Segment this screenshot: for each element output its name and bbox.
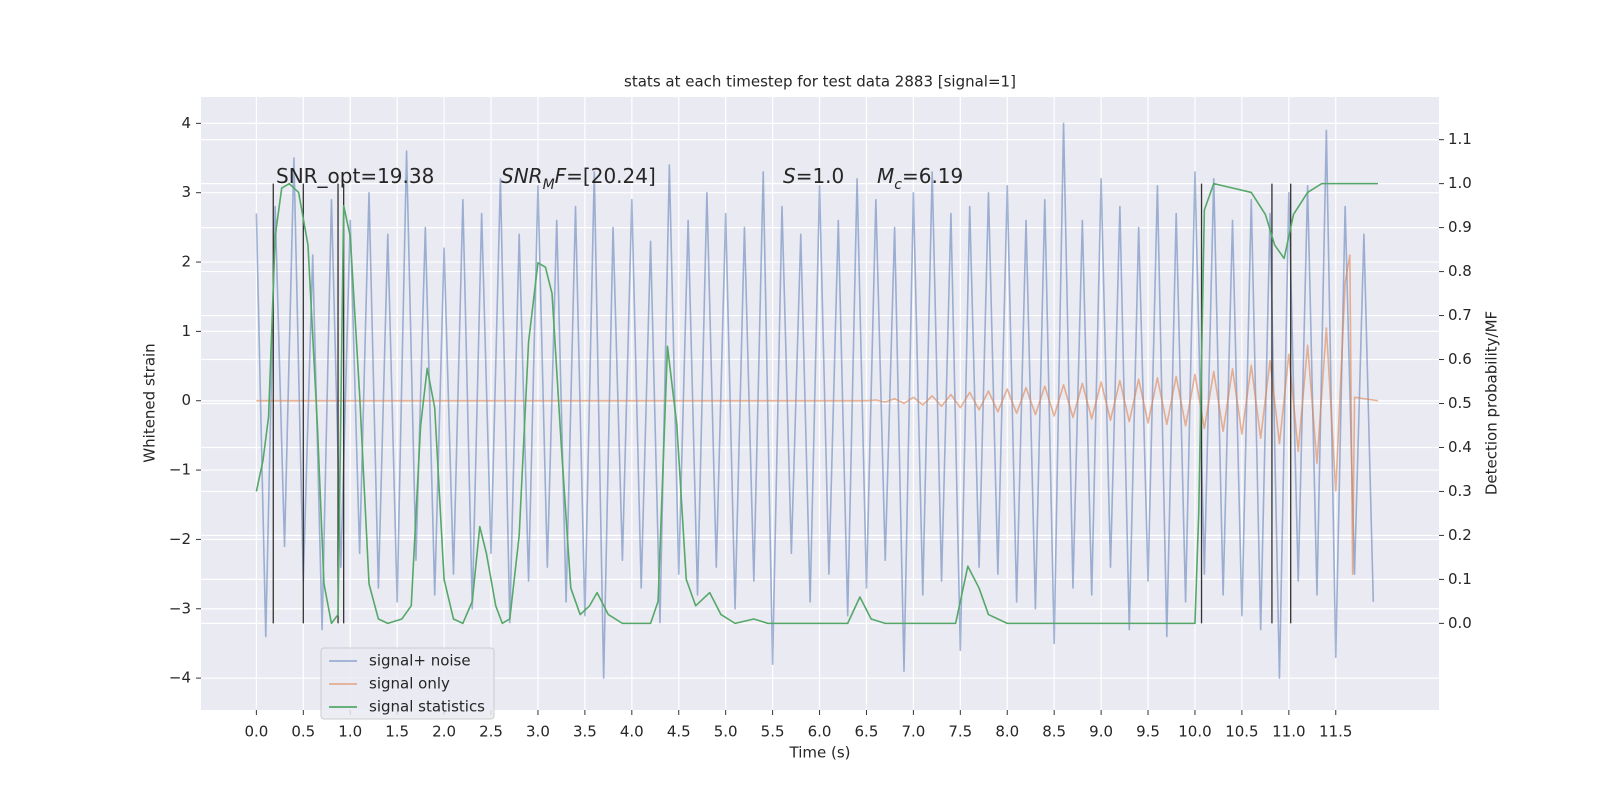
annotation-part: =1.0 bbox=[796, 164, 845, 188]
x-tick-label: 6.5 bbox=[855, 723, 879, 741]
annotation-part: SNR_opt=19.38 bbox=[276, 164, 434, 188]
legend-label: signal statistics bbox=[369, 698, 485, 716]
annotation-part: M bbox=[543, 177, 555, 193]
annotation-part: =6.19 bbox=[902, 164, 963, 188]
y2-tick-label: 1.0 bbox=[1448, 174, 1472, 192]
y2-tick-label: 0.2 bbox=[1448, 526, 1472, 544]
x-tick-label: 3.5 bbox=[573, 723, 597, 741]
annotation: SNR_opt=19.38 bbox=[276, 164, 434, 188]
y2-tick-label: 0.8 bbox=[1448, 262, 1472, 280]
legend-label: signal only bbox=[369, 675, 450, 693]
axes: 0.0 0.5 1.0 1.5 2.0 2.5 3.0 3.5 4.0 4.5 5.0 5.5 6.0 6… bbox=[169, 114, 1472, 741]
annotation-part: M bbox=[877, 164, 894, 188]
x-tick-label: 9.0 bbox=[1089, 723, 1113, 741]
x-tick-label: 11.5 bbox=[1319, 723, 1352, 741]
annotation-part: =[20.24] bbox=[566, 164, 656, 188]
annotation-part: SNR bbox=[501, 164, 543, 188]
x-tick-label: 5.5 bbox=[761, 723, 785, 741]
y2-tick-label: 0.5 bbox=[1448, 394, 1472, 412]
y2-tick-label: 0.6 bbox=[1448, 350, 1472, 368]
y2-tick-label: 1.1 bbox=[1448, 130, 1472, 148]
series-line bbox=[255, 182, 1378, 625]
x-tick-label: 3.0 bbox=[526, 723, 550, 741]
y-tick-label: −4 bbox=[169, 669, 191, 687]
legend-label: signal+ noise bbox=[369, 652, 471, 670]
y-tick-label: 4 bbox=[181, 114, 191, 132]
y2-tick-label: 0.1 bbox=[1448, 570, 1472, 588]
x-tick-label: 1.5 bbox=[385, 723, 409, 741]
y2-tick-label: 0.4 bbox=[1448, 438, 1472, 456]
x-tick-label: 5.0 bbox=[714, 723, 738, 741]
x-tick-label: 8.0 bbox=[995, 723, 1019, 741]
y-tick-label: 1 bbox=[181, 322, 191, 340]
y-tick-label: 3 bbox=[181, 183, 191, 201]
x-tick-label: 0.5 bbox=[291, 723, 315, 741]
annotation-part: c bbox=[894, 177, 902, 193]
x-tick-label: 0.0 bbox=[244, 723, 268, 741]
series-line bbox=[256, 254, 1379, 575]
y2-tick-label: 0.7 bbox=[1448, 306, 1472, 324]
x-axis-label: Time (s) bbox=[789, 744, 851, 762]
x-tick-label: 7.5 bbox=[948, 723, 972, 741]
legend: signal+ noise signal only signal statistic… bbox=[320, 647, 495, 720]
chart-title: stats at each timestep for test data 288… bbox=[624, 73, 1016, 91]
y-tick-label: −2 bbox=[169, 530, 191, 548]
y-tick-label: −1 bbox=[169, 461, 191, 479]
series-line bbox=[255, 122, 1375, 679]
annotation: Mc=6.19 bbox=[877, 164, 963, 194]
x-tick-label: 1.0 bbox=[338, 723, 362, 741]
annotation: S=1.0 bbox=[783, 164, 844, 188]
x-tick-label: 6.0 bbox=[808, 723, 832, 741]
y2-tick-label: 0.9 bbox=[1448, 218, 1472, 236]
x-tick-label: 7.0 bbox=[901, 723, 925, 741]
y2-tick-label: 0.0 bbox=[1448, 614, 1472, 632]
x-tick-label: 9.5 bbox=[1136, 723, 1160, 741]
x-tick-label: 10.5 bbox=[1225, 723, 1258, 741]
y2-tick-label: 0.3 bbox=[1448, 482, 1472, 500]
x-tick-label: 11.0 bbox=[1272, 723, 1305, 741]
x-tick-label: 10.0 bbox=[1178, 723, 1211, 741]
x-tick-label: 8.5 bbox=[1042, 723, 1066, 741]
annotation: SNRMF=[20.24] bbox=[501, 164, 656, 194]
x-tick-label: 2.0 bbox=[432, 723, 456, 741]
annotation-part: F bbox=[555, 164, 567, 188]
legend-box bbox=[320, 647, 495, 720]
y-tick-label: 2 bbox=[181, 253, 191, 271]
marks bbox=[255, 122, 1379, 679]
y-axis-label: Whitened strain bbox=[141, 343, 159, 462]
x-tick-label: 4.5 bbox=[667, 723, 691, 741]
x-tick-label: 4.0 bbox=[620, 723, 644, 741]
annotation-part: S bbox=[783, 164, 796, 188]
y-tick-label: 0 bbox=[181, 391, 191, 409]
y-tick-label: −3 bbox=[169, 599, 191, 617]
y2-axis-label: Detection probability/MF bbox=[1483, 311, 1501, 495]
x-tick-label: 2.5 bbox=[479, 723, 503, 741]
